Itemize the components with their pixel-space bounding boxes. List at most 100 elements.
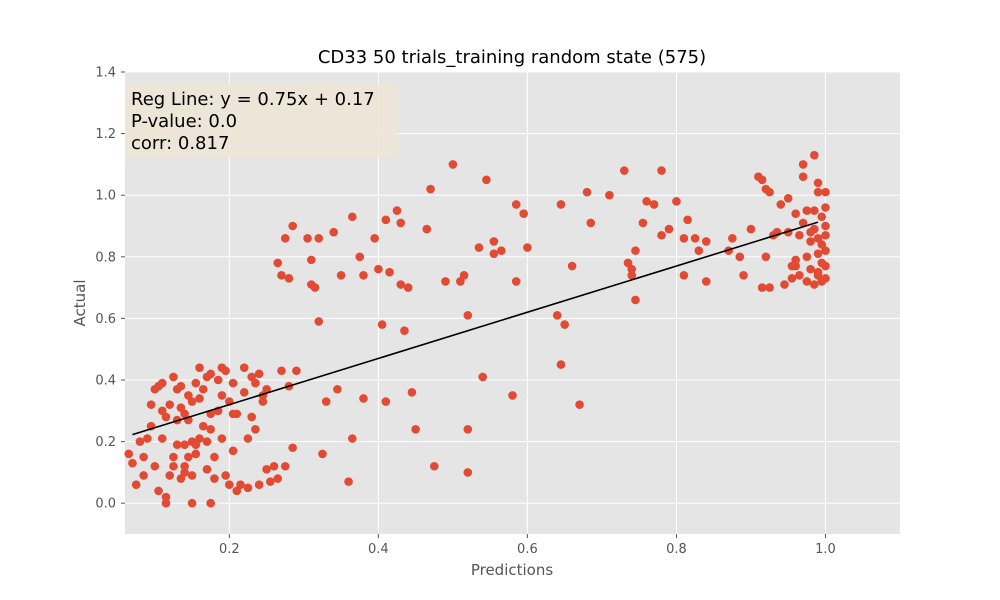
data-point [463,424,473,434]
y-tick-label: 0.6 [95,312,116,327]
data-point [195,363,204,372]
data-point [746,224,756,234]
data-point [191,440,201,449]
data-point [567,261,577,271]
data-point [821,230,830,240]
data-point [511,277,521,286]
data-point [161,498,171,508]
data-point [798,218,808,228]
data-points [124,150,830,508]
data-point [172,440,182,449]
data-point [143,434,152,443]
data-point [314,234,324,243]
data-point [806,237,815,246]
data-point [180,461,189,471]
regression-annotation: Reg Line: y = 0.75x + 0.17 P-value: 0.0 … [125,84,397,157]
data-point [791,209,800,218]
data-point [619,166,629,175]
data-point [776,200,786,209]
y-tick-label: 1.0 [95,189,116,204]
data-point [810,150,819,160]
data-point [157,434,167,443]
data-point [821,274,830,283]
annotation-line-3: corr: 0.817 [131,133,229,154]
data-point [802,277,812,286]
data-point [213,375,223,385]
data-point [556,200,566,209]
data-point [191,378,201,388]
data-point [251,378,260,388]
data-point [821,246,830,255]
data-point [254,369,264,379]
data-point [817,212,827,222]
data-point [146,400,156,409]
data-point [288,443,297,453]
data-point [180,409,189,419]
data-point [359,394,368,403]
data-point [392,206,402,215]
data-point [269,461,279,471]
data-point [817,258,827,268]
data-point [288,221,297,231]
data-point [810,280,819,289]
data-point [627,264,637,274]
data-point [232,486,242,496]
data-point [273,258,283,268]
regression-line-group [132,221,819,436]
data-point [482,175,491,185]
data-point [795,270,804,280]
data-point [701,277,711,286]
data-point [377,320,387,329]
data-point [254,480,264,490]
data-point [802,252,812,262]
data-point [817,240,827,249]
data-point [813,187,823,197]
data-point [631,246,640,255]
data-point [429,461,439,471]
data-point [247,412,256,422]
data-point [243,483,253,493]
data-point [154,486,163,496]
data-point [273,474,283,483]
x-tick-labels: 0.2 0.4 0.6 0.8 1.0 [219,534,836,557]
data-point [821,203,830,212]
data-point [157,406,167,416]
data-point [355,252,365,262]
data-point [176,474,186,483]
data-point [217,434,227,443]
data-point [187,498,197,508]
data-point [359,270,368,280]
data-point [277,270,286,280]
data-point [139,452,148,462]
x-tick-label: 0.8 [666,542,687,557]
data-point [798,172,808,182]
data-point [128,458,137,468]
data-point [761,252,771,262]
data-point [206,369,215,379]
data-point [198,421,208,431]
data-point [206,498,215,508]
data-point [765,187,774,197]
data-point [478,372,487,382]
data-point [329,227,338,237]
data-point [783,193,793,203]
chart-title: CD33 50 trials_training random state (57… [318,47,706,68]
data-point [791,261,800,271]
data-point [169,372,178,382]
data-point [605,190,614,200]
data-point [757,283,767,292]
data-point [813,267,823,277]
data-point [184,452,193,462]
data-point [277,366,286,376]
data-point [284,274,294,283]
y-tick-label: 0.0 [95,497,116,512]
data-point [161,412,171,422]
y-axis-label: Actual [71,280,89,327]
data-point [623,258,633,268]
y-tick-label: 1.4 [95,66,116,81]
data-point [407,388,417,397]
data-point [370,234,379,243]
data-point [575,400,584,409]
data-point [135,437,145,446]
